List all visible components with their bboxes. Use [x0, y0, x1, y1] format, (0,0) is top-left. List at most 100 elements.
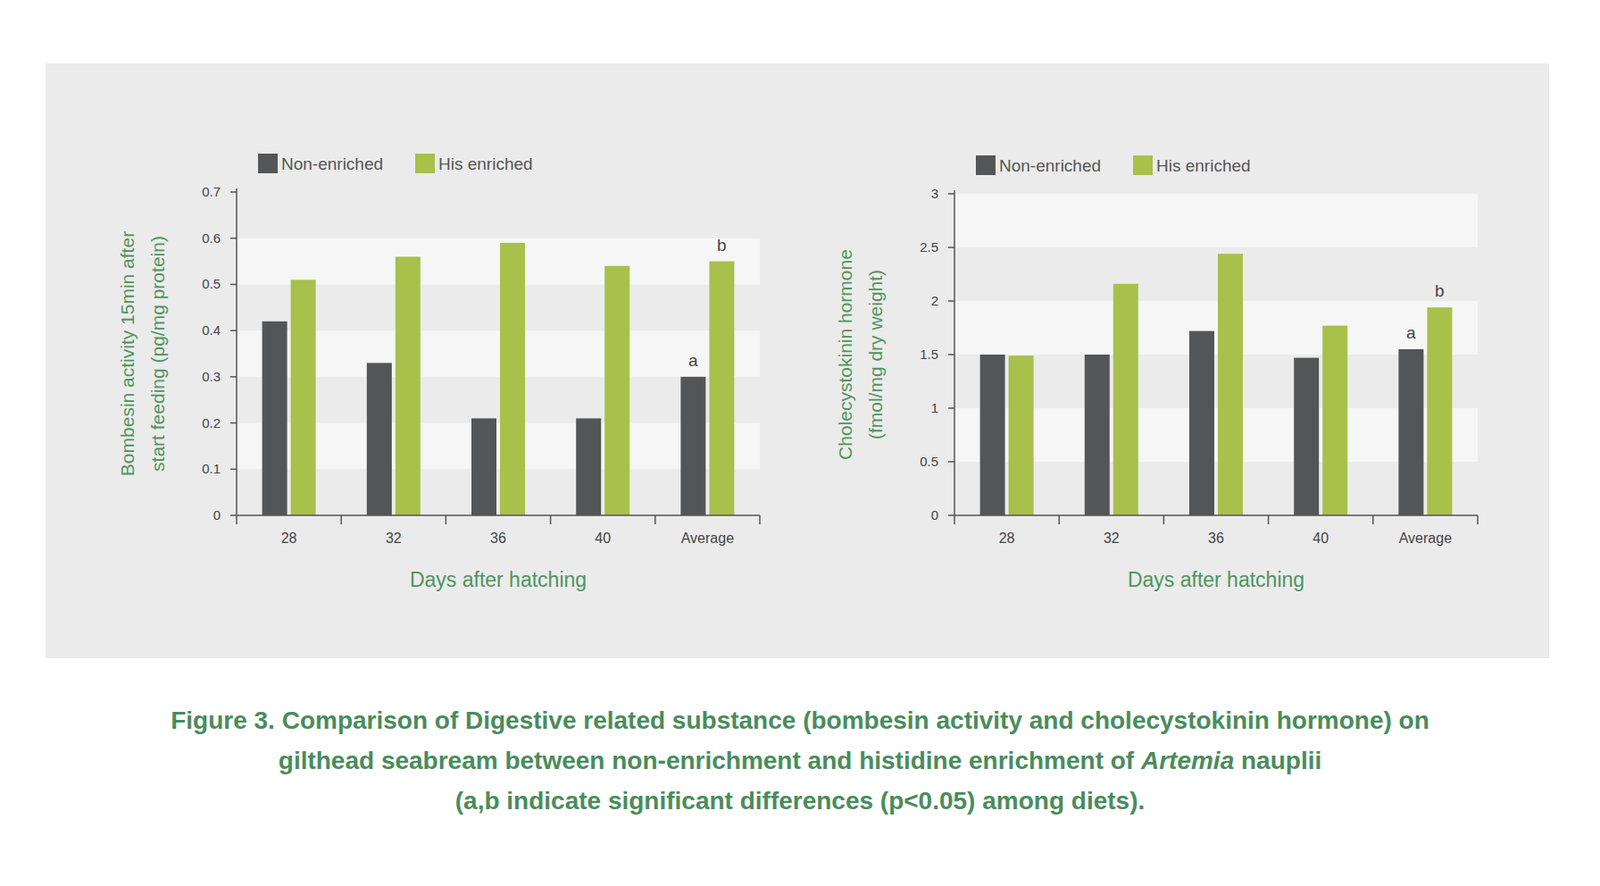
caption-part: (a,b indicate significant differences (p… [455, 786, 1146, 815]
x-axis-label: Days after hatching [409, 567, 587, 592]
y-tick-label: 0.6 [201, 230, 221, 246]
x-tick [550, 515, 552, 525]
y-axis [235, 188, 238, 516]
x-tick-label: 36 [490, 530, 507, 546]
x-tick-label: 28 [281, 530, 298, 546]
bar [366, 362, 392, 516]
bar [291, 279, 317, 516]
y-tick [948, 192, 955, 195]
annotation: a [1406, 323, 1417, 342]
x-tick [758, 515, 761, 525]
y-tick-label: 0.2 [201, 415, 221, 431]
page: 0 0.1 0.2 0.3 0.4 0.5 0.6 0.7 28 32 36 40 Average Day… [0, 0, 1600, 886]
legend-swatch [1133, 155, 1153, 175]
caption-line: Figure 3. Comparison of Digestive relate… [170, 706, 1430, 734]
y-tick-label: 0 [931, 507, 939, 523]
legend-swatch [975, 155, 996, 175]
y-tick [948, 460, 955, 463]
x-tick [340, 515, 342, 525]
x-tick-label: 40 [1312, 530, 1329, 546]
legend-label: His enriched [438, 154, 534, 174]
x-tick-label: Average [681, 530, 734, 546]
y-tick [230, 468, 237, 471]
chart: 00.511.522.5328323640AverageDays after h… [834, 155, 1478, 592]
x-tick-label: 28 [999, 530, 1016, 546]
bar [1008, 355, 1034, 516]
x-tick [953, 515, 956, 525]
bar [1217, 253, 1243, 516]
y-tick-label: 2.5 [919, 239, 939, 255]
chart: 0 0.1 0.2 0.3 0.4 0.5 0.6 0.7 28 32 36 40 Average Day… [116, 153, 760, 592]
bar [708, 261, 734, 516]
y-tick [948, 514, 955, 517]
y-axis [953, 190, 956, 516]
bar [1426, 307, 1452, 516]
y-axis-label: start feeding (pg/mg protein) [147, 235, 168, 472]
y-tick [230, 514, 237, 517]
y-axis-label: Bombesin activity 15min after [116, 231, 138, 476]
bar [500, 242, 525, 516]
bars [980, 253, 1453, 516]
bar [980, 354, 1006, 516]
y-tick-label: 0.5 [201, 275, 221, 292]
x-tick [1476, 515, 1479, 525]
x-axis-label: Days after hatching [1127, 567, 1305, 592]
caption-part: gilthead seabream between non-enrichment… [278, 746, 1142, 775]
bars [262, 242, 735, 516]
y-tick [230, 283, 237, 286]
x-axis [954, 514, 1478, 517]
y-tick-label: 0.4 [201, 322, 221, 338]
bar [471, 417, 497, 516]
bar [1322, 325, 1348, 516]
x-tick-label: 40 [594, 530, 611, 546]
x-tick [445, 515, 448, 525]
bar [1398, 349, 1424, 516]
annotation: b [1434, 281, 1445, 300]
y-tick [230, 422, 237, 425]
x-tick [1058, 515, 1060, 525]
x-tick-label: Average [1399, 530, 1452, 546]
y-tick [230, 191, 237, 193]
y-tick [948, 407, 955, 409]
bar [604, 266, 630, 516]
x-tick [1267, 515, 1270, 525]
caption-line: gilthead seabream between non-enrichment… [278, 746, 1322, 775]
panel [45, 63, 1550, 659]
y-axis-label: Cholecystokinin hormone [834, 249, 856, 460]
y-tick [948, 246, 955, 249]
x-axis [236, 514, 760, 517]
bar [395, 256, 421, 516]
x-tick [235, 515, 238, 525]
y-tick [948, 353, 955, 356]
legend-swatch [415, 153, 435, 174]
annotation: a [688, 350, 699, 370]
bar [575, 417, 601, 516]
caption-part: nauplii [1233, 746, 1322, 775]
y-tick-label: 3 [931, 185, 939, 201]
bar [1084, 354, 1110, 516]
caption-line: (a,b indicate significant differences (p… [455, 786, 1146, 815]
x-tick [654, 515, 657, 525]
bar [262, 321, 288, 516]
legend-label: Non-enriched [999, 156, 1101, 175]
grid-band [954, 300, 1478, 355]
legend-swatch [258, 153, 278, 174]
grid-band [236, 238, 760, 285]
x-tick-label: 32 [385, 530, 402, 546]
y-tick-label: 1.5 [919, 346, 939, 362]
bar [1189, 331, 1215, 516]
bar [1293, 358, 1319, 516]
y-tick-label: 0.7 [201, 183, 221, 200]
y-tick [230, 329, 237, 332]
caption-part: Artemia [1140, 746, 1234, 775]
y-tick-label: 1 [931, 400, 939, 416]
x-tick [1372, 515, 1375, 525]
y-tick-label: 0.1 [201, 460, 221, 476]
annotation: b [716, 235, 727, 255]
y-tick-label: 0 [213, 507, 221, 523]
bar [1113, 283, 1139, 516]
bar [680, 376, 706, 516]
y-tick-label: 0.3 [201, 368, 221, 384]
x-tick [1163, 515, 1166, 525]
x-tick-label: 32 [1103, 530, 1120, 546]
